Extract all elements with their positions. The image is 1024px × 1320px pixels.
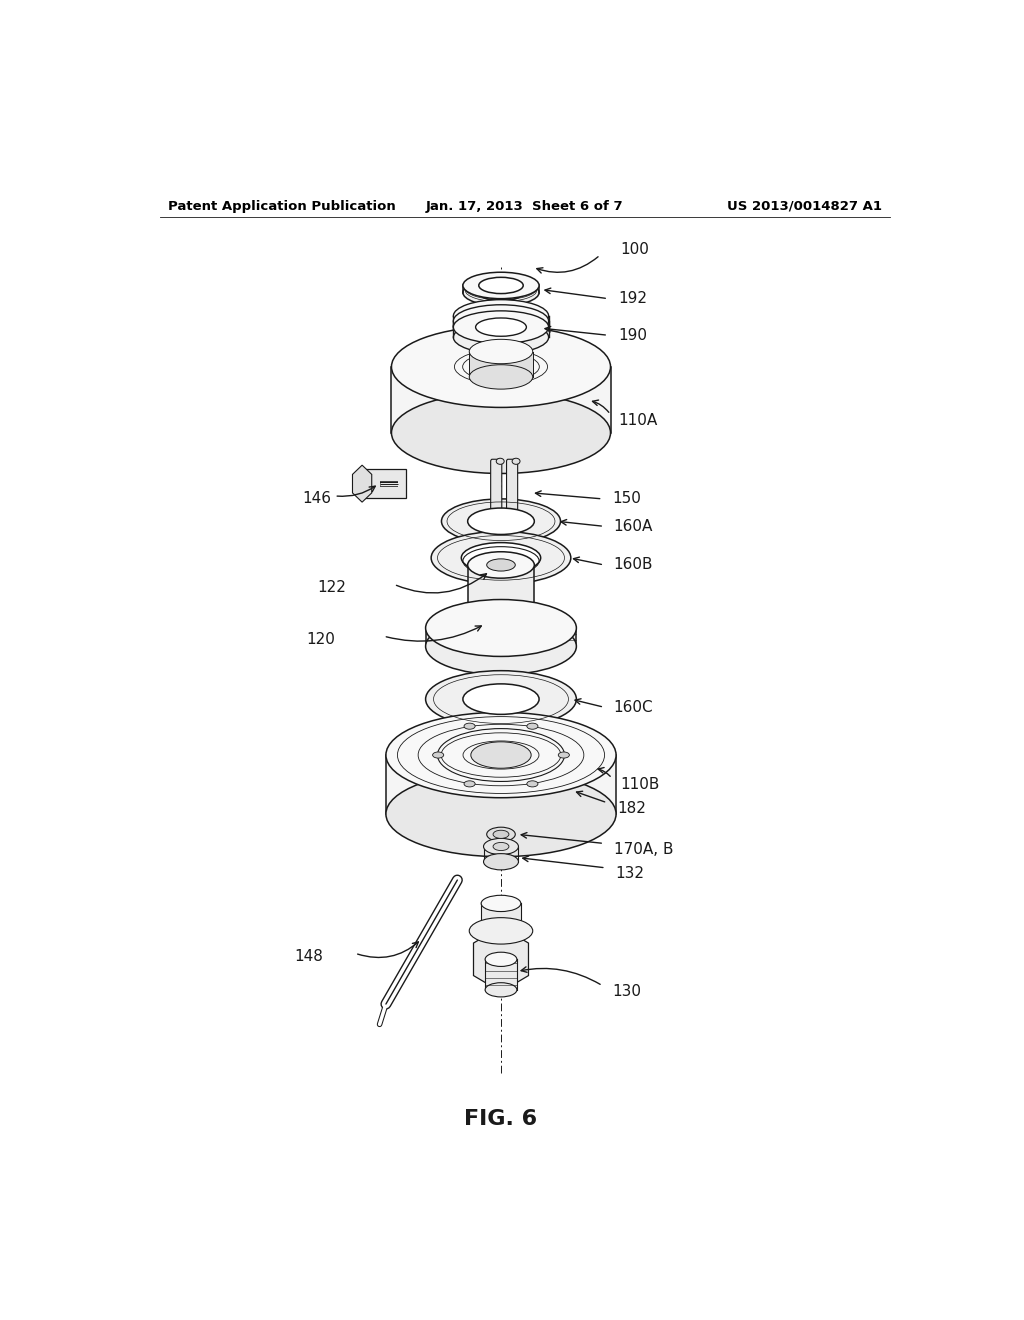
Ellipse shape <box>558 752 569 758</box>
Text: 132: 132 <box>615 866 644 882</box>
Ellipse shape <box>468 552 535 578</box>
Text: 182: 182 <box>616 801 646 816</box>
Ellipse shape <box>426 671 577 727</box>
Ellipse shape <box>464 781 475 787</box>
Ellipse shape <box>468 618 535 644</box>
Ellipse shape <box>475 306 526 325</box>
Ellipse shape <box>461 543 541 573</box>
Ellipse shape <box>469 339 532 364</box>
Polygon shape <box>391 367 610 433</box>
Text: 110B: 110B <box>620 777 659 792</box>
Text: 192: 192 <box>618 292 647 306</box>
Ellipse shape <box>497 458 504 465</box>
Ellipse shape <box>494 842 509 850</box>
Ellipse shape <box>454 305 549 338</box>
Ellipse shape <box>481 921 521 937</box>
Text: 110A: 110A <box>618 413 657 428</box>
Ellipse shape <box>527 723 538 729</box>
Ellipse shape <box>527 781 538 787</box>
Ellipse shape <box>391 392 610 474</box>
Ellipse shape <box>479 284 523 301</box>
Polygon shape <box>352 465 372 502</box>
Text: 160C: 160C <box>613 700 653 714</box>
Ellipse shape <box>441 499 560 544</box>
Ellipse shape <box>468 508 535 535</box>
Ellipse shape <box>475 317 526 335</box>
Text: 170A, B: 170A, B <box>613 842 673 857</box>
Polygon shape <box>469 351 532 378</box>
Ellipse shape <box>454 300 549 333</box>
Ellipse shape <box>483 838 518 854</box>
FancyBboxPatch shape <box>507 459 518 515</box>
Ellipse shape <box>479 277 523 293</box>
Polygon shape <box>485 960 517 990</box>
Text: 100: 100 <box>620 243 649 257</box>
Text: 150: 150 <box>612 491 641 507</box>
Ellipse shape <box>471 742 531 768</box>
Text: 148: 148 <box>295 949 324 964</box>
Ellipse shape <box>463 684 539 714</box>
Ellipse shape <box>475 322 526 341</box>
Ellipse shape <box>475 312 526 330</box>
Text: 190: 190 <box>618 327 647 343</box>
Ellipse shape <box>426 618 577 675</box>
Ellipse shape <box>469 364 532 389</box>
Ellipse shape <box>386 713 616 797</box>
Text: 122: 122 <box>316 579 346 595</box>
Ellipse shape <box>432 752 443 758</box>
Polygon shape <box>468 565 535 631</box>
Ellipse shape <box>475 329 526 346</box>
Ellipse shape <box>483 854 518 870</box>
Ellipse shape <box>494 830 509 838</box>
Ellipse shape <box>486 828 515 841</box>
Text: 160A: 160A <box>613 519 653 533</box>
Polygon shape <box>481 903 521 929</box>
Ellipse shape <box>454 312 549 343</box>
Ellipse shape <box>386 771 616 857</box>
FancyBboxPatch shape <box>362 470 406 498</box>
Text: 146: 146 <box>303 491 332 507</box>
Text: Jan. 17, 2013  Sheet 6 of 7: Jan. 17, 2013 Sheet 6 of 7 <box>426 199 624 213</box>
Polygon shape <box>426 628 577 647</box>
Text: 130: 130 <box>612 985 641 999</box>
Ellipse shape <box>463 280 539 306</box>
FancyBboxPatch shape <box>490 459 502 515</box>
Ellipse shape <box>454 315 549 347</box>
Ellipse shape <box>426 599 577 656</box>
Ellipse shape <box>464 723 475 729</box>
Ellipse shape <box>431 532 570 585</box>
Polygon shape <box>386 755 616 814</box>
Text: Patent Application Publication: Patent Application Publication <box>168 199 395 213</box>
Ellipse shape <box>486 558 515 572</box>
Ellipse shape <box>475 318 526 337</box>
Text: FIG. 6: FIG. 6 <box>465 1109 538 1129</box>
Ellipse shape <box>485 952 517 966</box>
Ellipse shape <box>463 272 539 298</box>
Ellipse shape <box>391 326 610 408</box>
Ellipse shape <box>512 458 520 465</box>
Ellipse shape <box>454 321 549 354</box>
Text: US 2013/0014827 A1: US 2013/0014827 A1 <box>727 199 882 213</box>
Polygon shape <box>473 927 528 991</box>
Ellipse shape <box>485 982 517 997</box>
Ellipse shape <box>481 895 521 912</box>
Ellipse shape <box>469 917 532 944</box>
Ellipse shape <box>454 310 549 342</box>
Text: 120: 120 <box>306 632 336 647</box>
Text: 160B: 160B <box>613 557 653 573</box>
